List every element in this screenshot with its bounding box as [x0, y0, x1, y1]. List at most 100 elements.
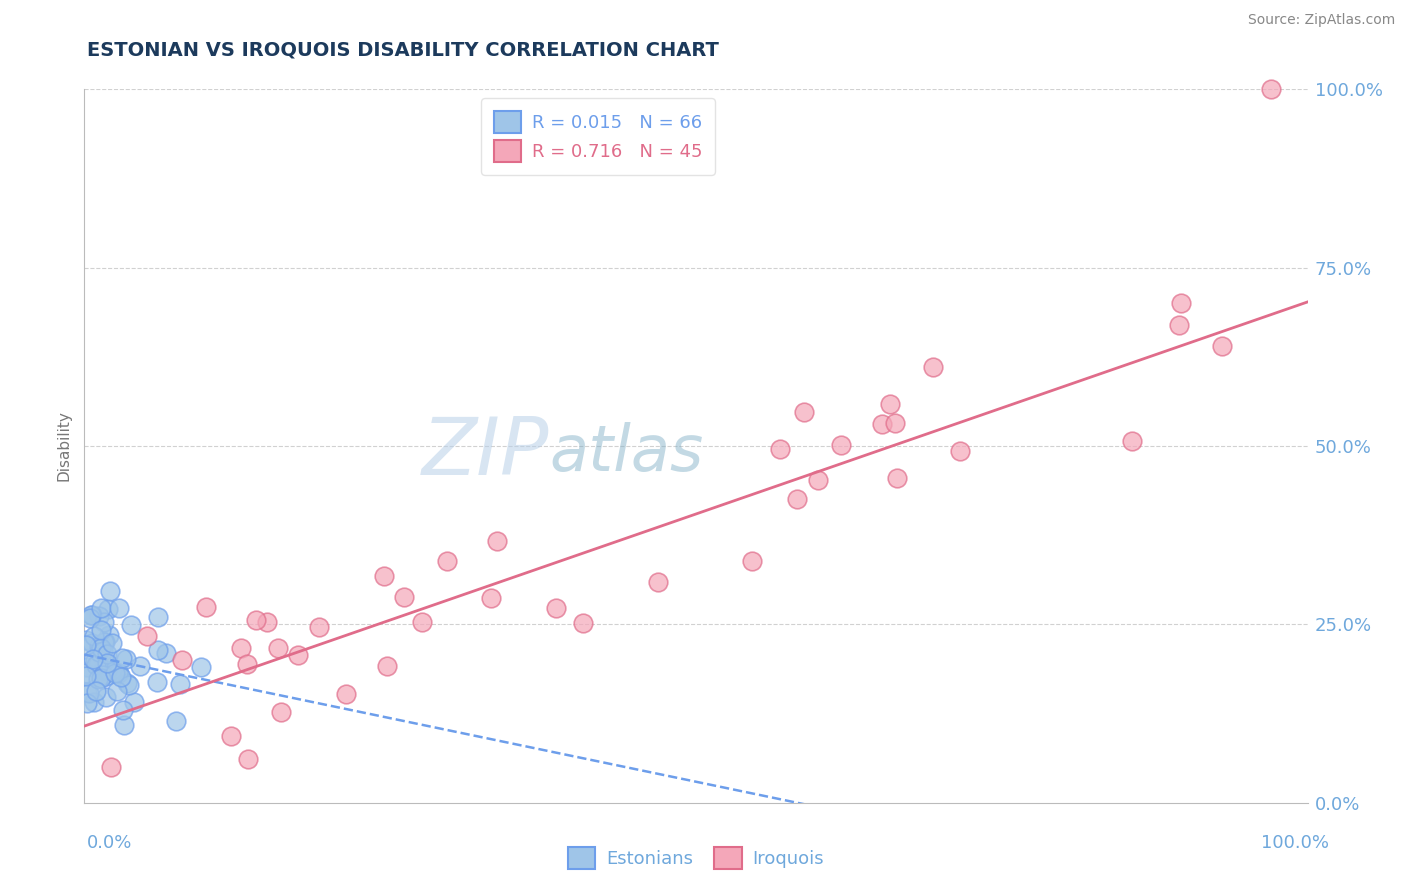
- Point: [91, 664, 114, 678]
- Point: [146, 610, 169, 624]
- Point: [80, 608, 103, 623]
- Point: [110, 670, 132, 684]
- Point: [136, 629, 159, 643]
- Point: [308, 620, 330, 634]
- Point: [793, 405, 815, 419]
- Point: [949, 444, 972, 458]
- Point: [87, 608, 110, 623]
- Point: [76, 696, 98, 710]
- Point: [108, 666, 131, 681]
- Point: [96, 647, 118, 661]
- Point: [886, 471, 908, 485]
- Point: [83, 653, 105, 667]
- Point: [87, 639, 110, 653]
- Point: [90, 601, 112, 615]
- Point: [485, 534, 508, 549]
- Point: [115, 675, 138, 690]
- Point: [165, 714, 187, 728]
- Point: [91, 668, 114, 682]
- Point: [572, 615, 595, 630]
- Point: [100, 760, 122, 774]
- Point: [155, 646, 177, 660]
- Point: [392, 590, 415, 604]
- Point: [170, 653, 193, 667]
- Point: [114, 651, 136, 665]
- Text: 100.0%: 100.0%: [1261, 834, 1329, 852]
- Point: [118, 678, 141, 692]
- Point: [91, 667, 114, 681]
- Point: [98, 584, 121, 599]
- Point: [87, 645, 110, 659]
- Point: [879, 396, 901, 410]
- Point: [922, 359, 945, 374]
- Point: [101, 663, 124, 677]
- Point: [87, 657, 110, 671]
- Point: [83, 629, 105, 643]
- Point: [84, 658, 107, 673]
- Point: [86, 672, 108, 686]
- Point: [80, 607, 103, 622]
- Point: [83, 695, 105, 709]
- Point: [769, 442, 792, 456]
- Point: [830, 438, 852, 452]
- Point: [75, 633, 97, 648]
- Point: [235, 657, 257, 671]
- Point: [1260, 82, 1282, 96]
- Point: [104, 665, 127, 680]
- Point: [82, 635, 104, 649]
- Point: [129, 659, 152, 673]
- Point: [94, 690, 117, 705]
- Point: [96, 663, 118, 677]
- Point: [93, 615, 115, 629]
- Point: [479, 591, 502, 606]
- Point: [90, 671, 112, 685]
- Point: [236, 751, 259, 765]
- Point: [194, 599, 217, 614]
- Point: [375, 659, 398, 673]
- Point: [146, 643, 169, 657]
- Point: [101, 636, 124, 650]
- Point: [93, 635, 115, 649]
- Point: [111, 650, 134, 665]
- Point: [107, 666, 129, 681]
- Point: [105, 684, 128, 698]
- Point: [221, 729, 243, 743]
- Point: [786, 492, 808, 507]
- Legend: Estonians, Iroquois: Estonians, Iroquois: [561, 839, 831, 876]
- Point: [122, 694, 145, 708]
- Point: [77, 686, 100, 700]
- Point: [112, 703, 135, 717]
- Point: [256, 615, 278, 629]
- Point: [82, 652, 104, 666]
- Point: [884, 417, 907, 431]
- Point: [76, 659, 98, 673]
- Point: [1168, 318, 1191, 332]
- Point: [76, 685, 98, 699]
- Point: [270, 705, 292, 719]
- Point: [169, 677, 191, 691]
- Point: [1121, 434, 1143, 449]
- Point: [112, 718, 135, 732]
- Point: [872, 417, 894, 431]
- Point: [373, 569, 395, 583]
- Point: [94, 669, 117, 683]
- Point: [96, 656, 118, 670]
- Text: atlas: atlas: [550, 422, 703, 484]
- Point: [411, 615, 433, 629]
- Point: [97, 628, 120, 642]
- Point: [287, 648, 309, 662]
- Point: [1211, 339, 1233, 353]
- Y-axis label: Disability: Disability: [56, 410, 72, 482]
- Point: [544, 600, 567, 615]
- Text: 0.0%: 0.0%: [87, 834, 132, 852]
- Point: [90, 640, 112, 655]
- Text: ESTONIAN VS IROQUOIS DISABILITY CORRELATION CHART: ESTONIAN VS IROQUOIS DISABILITY CORRELAT…: [87, 40, 718, 59]
- Point: [90, 623, 112, 637]
- Point: [75, 665, 97, 680]
- Point: [436, 553, 458, 567]
- Text: Source: ZipAtlas.com: Source: ZipAtlas.com: [1247, 13, 1395, 28]
- Point: [807, 473, 830, 487]
- Text: ZIP: ZIP: [422, 414, 550, 492]
- Point: [91, 644, 114, 658]
- Point: [1170, 296, 1192, 310]
